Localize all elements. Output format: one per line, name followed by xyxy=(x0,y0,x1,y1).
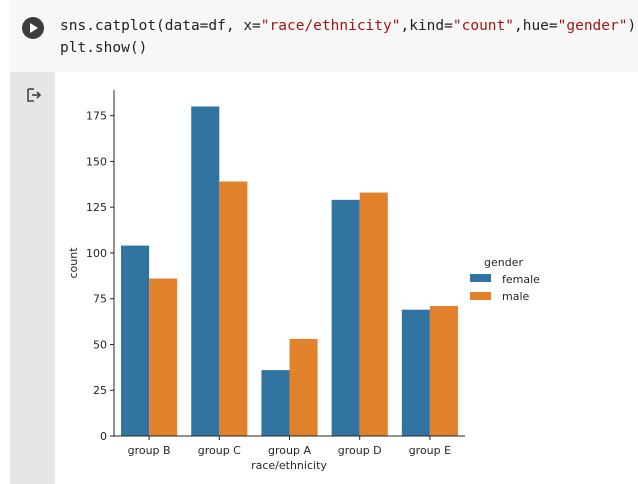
bar-male-group-B xyxy=(149,278,178,436)
x-tick-label: group B xyxy=(128,444,171,457)
x-tick-label: group D xyxy=(338,444,382,457)
y-tick-label: 100 xyxy=(86,247,107,260)
bar-male-group-E xyxy=(429,306,458,436)
y-tick-label: 175 xyxy=(86,110,107,123)
code-string: "count" xyxy=(452,18,514,34)
output-gutter xyxy=(10,72,55,484)
bar-male-group-A xyxy=(289,338,318,436)
x-tick-label: group E xyxy=(409,444,451,457)
y-tick-label: 0 xyxy=(100,430,107,443)
x-tick-label: group A xyxy=(268,444,311,457)
code-text: sns.catplot(data=df, x= xyxy=(60,18,261,34)
y-axis-title: count xyxy=(67,247,80,279)
bar-male-group-D xyxy=(359,192,388,436)
bar-male-group-C xyxy=(219,181,248,436)
bar-female-group-B xyxy=(121,245,150,436)
legend-swatch-female xyxy=(470,274,491,282)
play-icon xyxy=(30,23,38,33)
y-tick-label: 50 xyxy=(93,338,107,351)
y-tick-label: 75 xyxy=(93,293,107,306)
bars-group xyxy=(121,106,458,436)
x-ticks-group: group B group C group A group D group E xyxy=(128,436,451,457)
bar-female-group-D xyxy=(331,199,360,436)
legend-label-male: male xyxy=(502,290,530,303)
bar-female-group-A xyxy=(261,370,290,436)
bar-female-group-C xyxy=(191,106,220,436)
code-text: ) xyxy=(627,18,637,34)
output-toggle-button[interactable] xyxy=(25,86,43,104)
legend: gender female male xyxy=(470,256,540,303)
y-tick-label: 25 xyxy=(93,384,107,397)
code-text: ,hue= xyxy=(513,18,558,34)
legend-swatch-male xyxy=(470,292,491,300)
code-line-1[interactable]: sns.catplot(data=df, x="race/ethnicity",… xyxy=(60,18,636,34)
code-text: ,kind= xyxy=(400,18,453,34)
code-string: "race/ethnicity" xyxy=(260,18,401,34)
legend-title: gender xyxy=(484,256,523,269)
code-string: "gender" xyxy=(557,18,628,34)
x-tick-label: group C xyxy=(198,444,241,457)
y-tick-label: 125 xyxy=(86,201,107,214)
x-axis-title: race/ethnicity xyxy=(251,459,327,472)
legend-label-female: female xyxy=(502,273,540,286)
code-editor[interactable] xyxy=(10,0,638,72)
y-tick-label: 150 xyxy=(86,155,107,168)
output-arrow-icon xyxy=(27,88,42,102)
y-ticks-group: 0 25 50 75 100 125 150 175 xyxy=(86,110,114,443)
run-cell-button[interactable] xyxy=(22,17,44,39)
code-line-2[interactable]: plt.show() xyxy=(60,40,148,56)
bar-female-group-E xyxy=(401,309,430,436)
